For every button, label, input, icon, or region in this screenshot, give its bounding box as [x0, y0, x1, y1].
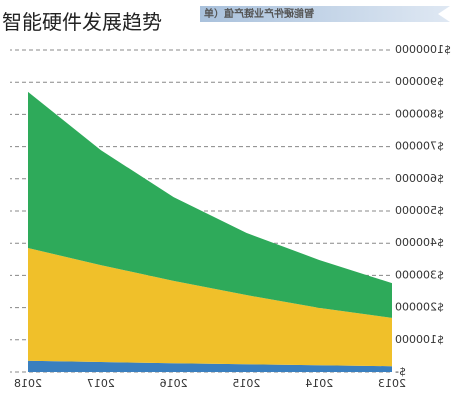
y-tick-label: $500000 — [395, 204, 444, 217]
y-tick-label: $600000 — [395, 172, 444, 185]
chart-title: 智能硬件产业链产值（单 — [204, 7, 314, 20]
x-tick-label: 2016 — [160, 377, 188, 390]
y-tick-label: $100000 — [395, 333, 444, 346]
y-tick-label: $- — [395, 365, 406, 378]
page-title: 智能硬件发展趋势 — [2, 10, 162, 34]
area — [28, 91, 392, 318]
y-tick-label: $200000 — [395, 301, 444, 314]
chart-body: 智能硬件产业链产值（单 $- $100000 $200000 $300000 $4000… — [10, 6, 451, 390]
y-tick-label: $800000 — [395, 107, 444, 120]
x-tick-label: 2013 — [378, 377, 406, 390]
y-tick-label: $1000000 — [395, 43, 451, 56]
x-tick-label: 2015 — [232, 377, 260, 390]
y-tick-label: $400000 — [395, 236, 444, 249]
areas — [28, 91, 392, 372]
area — [28, 360, 392, 372]
x-tick-label: 2017 — [87, 377, 115, 390]
area — [28, 248, 392, 367]
y-tick-label: $700000 — [395, 140, 444, 153]
x-tick-label: 2018 — [14, 377, 42, 390]
title-banner — [200, 6, 450, 22]
y-tick-label: $300000 — [395, 268, 444, 281]
x-tick-label: 2014 — [305, 377, 333, 390]
y-tick-label: $900000 — [395, 75, 444, 88]
